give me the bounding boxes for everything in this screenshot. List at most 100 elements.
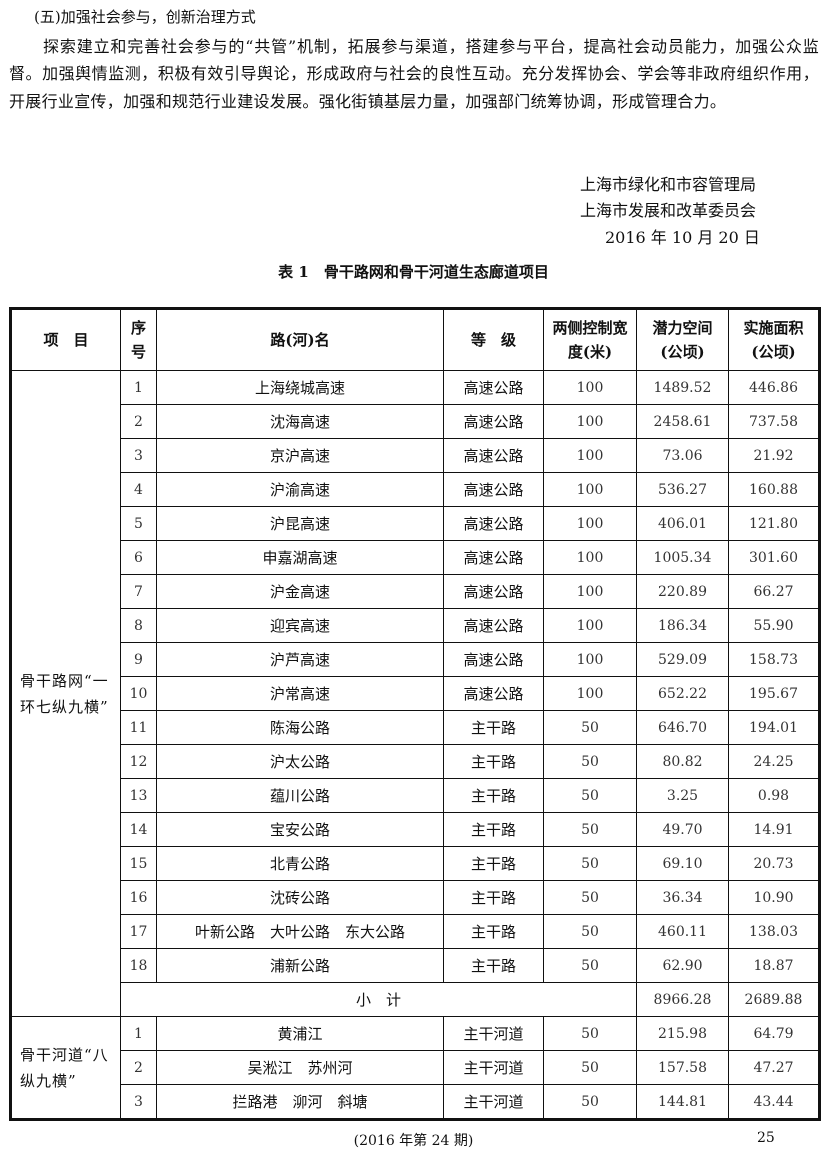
table-row: 17 叶新公路 大叶公路 东大公路 主干路 50 460.11 138.03 [11, 914, 820, 949]
cell-grade: 主干河道 [443, 1050, 544, 1085]
cell-seq: 14 [120, 812, 157, 847]
cell-implemented: 446.86 [728, 370, 820, 405]
cell-width: 50 [543, 1084, 637, 1120]
cell-potential: 73.06 [636, 438, 729, 473]
table-title: 表 1 骨干路网和骨干河道生态廊道项目 [278, 263, 549, 281]
cell-seq: 2 [120, 404, 157, 439]
cell-name: 拦路港 泖河 斜塘 [156, 1084, 444, 1120]
cell-implemented: 158.73 [728, 642, 820, 677]
cell-width: 100 [543, 472, 637, 507]
cell-implemented: 194.01 [728, 710, 820, 745]
cell-potential: 144.81 [636, 1084, 729, 1120]
table-row: 18 浦新公路 主干路 50 62.90 18.87 [11, 948, 820, 983]
cell-width: 50 [543, 812, 637, 847]
cell-seq: 9 [120, 642, 157, 677]
cell-grade: 高速公路 [443, 676, 544, 711]
cell-seq: 12 [120, 744, 157, 779]
cell-name: 沪昆高速 [156, 506, 444, 541]
cell-name: 沪芦高速 [156, 642, 444, 677]
cell-seq: 10 [120, 676, 157, 711]
cell-width: 50 [543, 710, 637, 745]
header-grade: 等 级 [443, 308, 544, 371]
table-row: 8 迎宾高速 高速公路 100 186.34 55.90 [11, 608, 820, 643]
cell-seq: 7 [120, 574, 157, 609]
cell-name: 沪太公路 [156, 744, 444, 779]
cell-seq: 6 [120, 540, 157, 575]
cell-seq: 1 [120, 1016, 157, 1051]
cell-name: 蕴川公路 [156, 778, 444, 813]
cell-seq: 1 [120, 370, 157, 405]
cell-grade: 主干路 [443, 880, 544, 915]
cell-grade: 主干路 [443, 812, 544, 847]
cell-potential: 215.98 [636, 1016, 729, 1051]
cell-grade: 主干路 [443, 914, 544, 949]
cell-grade: 高速公路 [443, 370, 544, 405]
body-paragraph: 探索建立和完善社会参与的“共管”机制，拓展参与渠道，搭建参与平台，提高社会动员能… [9, 37, 819, 111]
table-row: 14 宝安公路 主干路 50 49.70 14.91 [11, 812, 820, 847]
subtotal-potential: 8966.28 [636, 982, 729, 1017]
cell-seq: 16 [120, 880, 157, 915]
cell-implemented: 66.27 [728, 574, 820, 609]
cell-implemented: 160.88 [728, 472, 820, 507]
cell-implemented: 10.90 [728, 880, 820, 915]
cell-implemented: 138.03 [728, 914, 820, 949]
cell-name: 沪金高速 [156, 574, 444, 609]
cell-potential: 220.89 [636, 574, 729, 609]
cell-width: 100 [543, 642, 637, 677]
cell-implemented: 18.87 [728, 948, 820, 983]
cell-seq: 3 [120, 438, 157, 473]
cell-potential: 80.82 [636, 744, 729, 779]
cell-seq: 17 [120, 914, 157, 949]
table-row: 13 蕴川公路 主干路 50 3.25 0.98 [11, 778, 820, 813]
cell-seq: 8 [120, 608, 157, 643]
cell-width: 100 [543, 608, 637, 643]
cell-potential: 529.09 [636, 642, 729, 677]
table-row: 6 申嘉湖高速 高速公路 100 1005.34 301.60 [11, 540, 820, 575]
subtotal-row: 小 计 8966.28 2689.88 [11, 982, 820, 1017]
table-row: 9 沪芦高速 高速公路 100 529.09 158.73 [11, 642, 820, 677]
cell-implemented: 55.90 [728, 608, 820, 643]
cell-grade: 高速公路 [443, 438, 544, 473]
cell-grade: 主干路 [443, 744, 544, 779]
cell-grade: 高速公路 [443, 506, 544, 541]
cell-width: 100 [543, 438, 637, 473]
cell-potential: 157.58 [636, 1050, 729, 1085]
cell-potential: 2458.61 [636, 404, 729, 439]
cell-name: 沈砖公路 [156, 880, 444, 915]
cell-width: 100 [543, 506, 637, 541]
cell-width: 100 [543, 404, 637, 439]
cell-width: 50 [543, 1016, 637, 1051]
section-heading: (五)加强社会参与，创新治理方式 [34, 8, 256, 26]
cell-grade: 高速公路 [443, 472, 544, 507]
cell-potential: 1489.52 [636, 370, 729, 405]
cell-width: 100 [543, 574, 637, 609]
cell-width: 50 [543, 778, 637, 813]
group-label: 骨干河道“八纵九横” [10, 1016, 121, 1120]
page-number: 25 [757, 1130, 775, 1146]
cell-name: 申嘉湖高速 [156, 540, 444, 575]
cell-name: 沈海高速 [156, 404, 444, 439]
header-potential: 潜力空间(公顷) [636, 308, 729, 371]
cell-seq: 15 [120, 846, 157, 881]
cell-name: 北青公路 [156, 846, 444, 881]
header-seq: 序号 [120, 308, 157, 371]
table-row: 15 北青公路 主干路 50 69.10 20.73 [11, 846, 820, 881]
cell-name: 沪渝高速 [156, 472, 444, 507]
table-row: 3 京沪高速 高速公路 100 73.06 21.92 [11, 438, 820, 473]
project-table: 项 目 序号 路(河)名 等 级 两侧控制宽度(米) 潜力空间(公顷) 实施面积… [9, 307, 821, 1121]
cell-width: 50 [543, 914, 637, 949]
table-row: 2 沈海高速 高速公路 100 2458.61 737.58 [11, 404, 820, 439]
header-width: 两侧控制宽度(米) [543, 308, 637, 371]
table-row: 12 沪太公路 主干路 50 80.82 24.25 [11, 744, 820, 779]
cell-grade: 主干路 [443, 846, 544, 881]
cell-potential: 646.70 [636, 710, 729, 745]
cell-grade: 主干路 [443, 710, 544, 745]
cell-implemented: 24.25 [728, 744, 820, 779]
cell-potential: 49.70 [636, 812, 729, 847]
cell-potential: 186.34 [636, 608, 729, 643]
cell-name: 吴淞江 苏州河 [156, 1050, 444, 1085]
cell-name: 京沪高速 [156, 438, 444, 473]
cell-width: 50 [543, 744, 637, 779]
table-row: 16 沈砖公路 主干路 50 36.34 10.90 [11, 880, 820, 915]
cell-width: 100 [543, 540, 637, 575]
